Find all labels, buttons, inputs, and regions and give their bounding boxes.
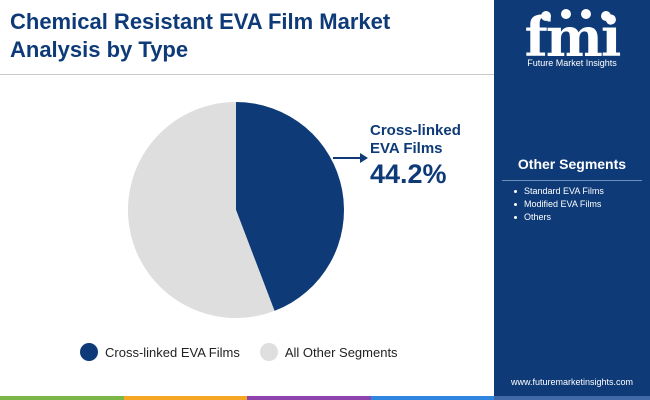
callout-arrow-head bbox=[360, 153, 368, 163]
segments-divider bbox=[502, 180, 642, 181]
segment-item: Others bbox=[512, 211, 604, 224]
page-title: Chemical Resistant EVA Film Market Analy… bbox=[10, 9, 391, 62]
chart-legend: Cross-linked EVA Films All Other Segment… bbox=[80, 343, 418, 361]
sidebar-bottom-bar bbox=[494, 396, 650, 400]
legend-label-cross-linked: Cross-linked EVA Films bbox=[105, 344, 240, 360]
legend-item-cross-linked: Cross-linked EVA Films bbox=[80, 343, 240, 361]
segment-item: Standard EVA Films bbox=[512, 185, 604, 198]
legend-swatch-other bbox=[259, 343, 278, 361]
bottom-bar-green bbox=[0, 396, 124, 400]
pie-slice-other bbox=[128, 102, 275, 318]
other-segments-list: Standard EVA Films Modified EVA Films Ot… bbox=[512, 185, 604, 224]
bottom-bar-orange bbox=[123, 396, 247, 400]
other-segments-title: Other Segments bbox=[517, 156, 627, 172]
legend-label-other: All Other Segments bbox=[284, 344, 398, 360]
website-link[interactable]: www.futuremarketinsights.com bbox=[510, 377, 634, 387]
fmi-logo-icon: fmi bbox=[525, 6, 623, 69]
callout-value: 44.2% bbox=[370, 159, 447, 189]
legend-item-other: All Other Segments bbox=[259, 343, 398, 361]
sidebar: fmi Future Market Insights Other Segment… bbox=[494, 0, 650, 400]
pie-slice-cross-linked bbox=[236, 102, 345, 311]
main-panel: Chemical Resistant EVA Film Market Analy… bbox=[0, 9, 494, 400]
segment-item: Modified EVA Films bbox=[512, 198, 604, 211]
bottom-color-bar bbox=[0, 396, 494, 400]
brand-name: Future Market Insights bbox=[527, 58, 617, 68]
legend-swatch-cross-linked bbox=[80, 343, 98, 361]
title-divider bbox=[0, 74, 494, 75]
bottom-bar-blue bbox=[370, 396, 494, 400]
pie-chart bbox=[128, 102, 368, 318]
bottom-bar-purple bbox=[247, 396, 371, 400]
callout-label: Cross-linked EVA Films bbox=[370, 122, 461, 157]
